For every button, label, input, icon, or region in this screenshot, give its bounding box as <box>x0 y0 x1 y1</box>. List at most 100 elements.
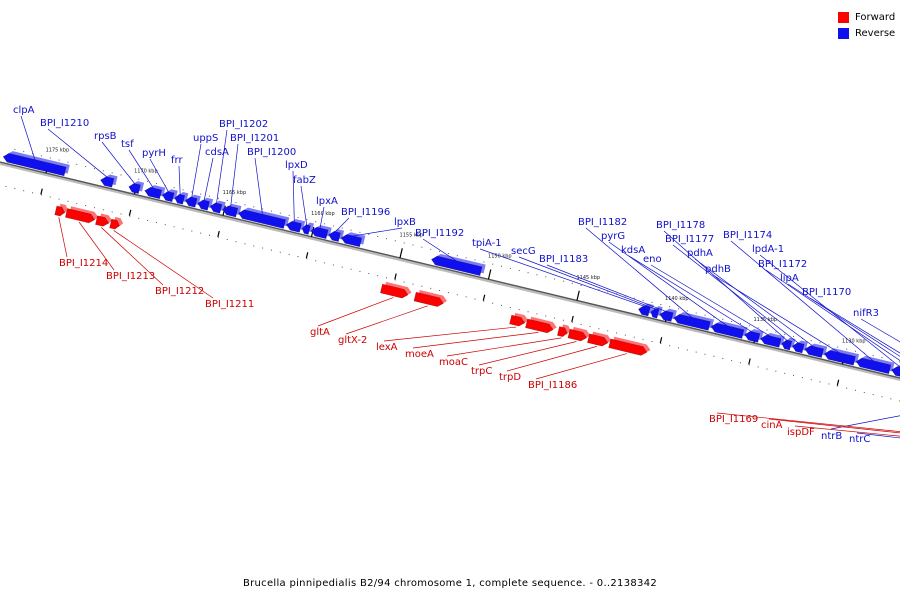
gene-arrow-body <box>197 199 210 211</box>
gene-arrow-BPI_I1200 <box>238 207 290 229</box>
guide-dot <box>385 238 387 240</box>
gene-arrow-body <box>823 350 856 366</box>
guide-dot <box>846 387 848 389</box>
tick-mark-lower <box>305 252 309 259</box>
gene-label-pyrG: pyrG <box>601 231 625 242</box>
guide-dot <box>536 274 538 276</box>
guide-dot <box>111 211 113 213</box>
gene-leader-line <box>412 332 539 349</box>
guide-dot <box>129 215 131 217</box>
gene-arrow-body <box>804 345 824 358</box>
gene-arrow-body <box>509 314 526 327</box>
guide-dot <box>731 360 733 362</box>
guide-dot <box>315 221 317 223</box>
guide-dot <box>447 253 449 255</box>
gene-label-BPI_I1172: BPI_I1172 <box>758 259 807 270</box>
guide-dot <box>191 230 193 232</box>
gene-label-ispDF: ispDF <box>787 427 815 438</box>
gene-label-BPI_I1174: BPI_I1174 <box>723 230 772 241</box>
guide-dot <box>332 264 334 266</box>
gene-label-frr: frr <box>171 155 183 166</box>
tick-mark-lower <box>482 294 486 301</box>
legend: Forward Reverse <box>838 9 895 41</box>
tick-label: 1145 kbp <box>577 275 601 281</box>
tick-label: 1175 kbp <box>46 147 70 153</box>
gene-arrow-body <box>340 234 363 248</box>
gene-leader-line <box>292 170 295 223</box>
guide-dot <box>757 327 759 329</box>
guide-dot <box>527 311 529 313</box>
guide-dot <box>775 331 777 333</box>
guide-dot <box>315 260 317 262</box>
gene-label-ntrC: ntrC <box>849 434 870 445</box>
tick-mark <box>399 248 403 259</box>
guide-dot <box>819 342 821 344</box>
gene-label-gltX-2: gltX-2 <box>338 335 367 346</box>
gene-label-moaC: moaC <box>439 357 468 368</box>
gene-leader-line <box>178 165 181 195</box>
guide-dot <box>412 244 414 246</box>
gene-label-BPI_I1178: BPI_I1178 <box>656 220 705 231</box>
gene-label-BPI_I1211: BPI_I1211 <box>205 299 254 310</box>
gene-leader-line <box>479 248 645 307</box>
guide-dot <box>262 208 264 210</box>
guide-dot <box>350 229 352 231</box>
tick-mark-lower <box>836 379 840 386</box>
guide-dot <box>341 266 343 268</box>
guide-dot <box>607 330 609 332</box>
guide-dot <box>253 206 255 208</box>
gene-leader-line <box>351 227 403 237</box>
gene-label-secG: secG <box>511 246 536 257</box>
gene-label-eno: eno <box>643 254 662 265</box>
guide-dot <box>509 306 511 308</box>
guide-dot <box>120 213 122 215</box>
guide-dot <box>722 318 724 320</box>
guide-dot <box>306 258 308 260</box>
gene-arrow-BPI_I1213 <box>64 206 99 224</box>
guide-dot <box>403 242 405 244</box>
gene-label-moeA: moeA <box>405 349 434 360</box>
gene-label-nifR3: nifR3 <box>853 308 879 319</box>
gene-leader-line <box>319 206 325 229</box>
gene-label-trpC: trpC <box>471 366 492 377</box>
tick-mark <box>576 290 580 301</box>
gene-leader-line <box>203 157 214 201</box>
gene-arrow-body <box>567 328 588 342</box>
gene-arrow-body <box>162 191 175 203</box>
tick-label: 1140 kbp <box>665 296 689 302</box>
gene-leader-line <box>101 141 136 185</box>
gene-arrow-moaC <box>556 324 571 337</box>
guide-dot <box>757 366 759 368</box>
guide-dot <box>509 267 511 269</box>
guide-dot <box>394 240 396 242</box>
guide-dot <box>209 234 211 236</box>
gene-arrow-body <box>285 221 302 233</box>
guide-dot <box>695 312 697 314</box>
guide-dot <box>306 219 308 221</box>
gene-leader-line <box>345 305 428 335</box>
guide-dot <box>102 170 104 172</box>
gene-arrow-BPI_I1183 <box>659 308 677 322</box>
gene-arrow-body <box>792 342 805 354</box>
guide-dot <box>642 338 644 340</box>
gene-leader-line <box>191 143 202 198</box>
gene-arrow-BPI_I1201 <box>222 203 242 218</box>
guide-dot <box>562 280 564 282</box>
guide-dot <box>439 290 441 292</box>
gene-arrow-BPI_I1174 <box>855 355 895 375</box>
guide-dot <box>881 357 883 359</box>
gene-arrow-BPI_I1211 <box>109 216 124 230</box>
gene-leader-line <box>768 418 900 434</box>
guide-dot <box>58 159 60 161</box>
gene-label-BPI_I1200: BPI_I1200 <box>247 147 296 158</box>
guide-dot <box>200 193 202 195</box>
gene-label-lexA: lexA <box>376 342 398 353</box>
gene-label-lpxD: lpxD <box>285 160 308 171</box>
gene-arrow-BPI_I1177 <box>792 340 808 354</box>
gene-arrow-body <box>650 308 660 319</box>
gene-arrow-body <box>128 183 141 195</box>
tick-mark-lower <box>571 315 574 322</box>
gene-arrow-BPI_I1186 <box>608 336 651 356</box>
gene-arrow-body <box>310 226 329 240</box>
guide-dot <box>810 340 812 342</box>
